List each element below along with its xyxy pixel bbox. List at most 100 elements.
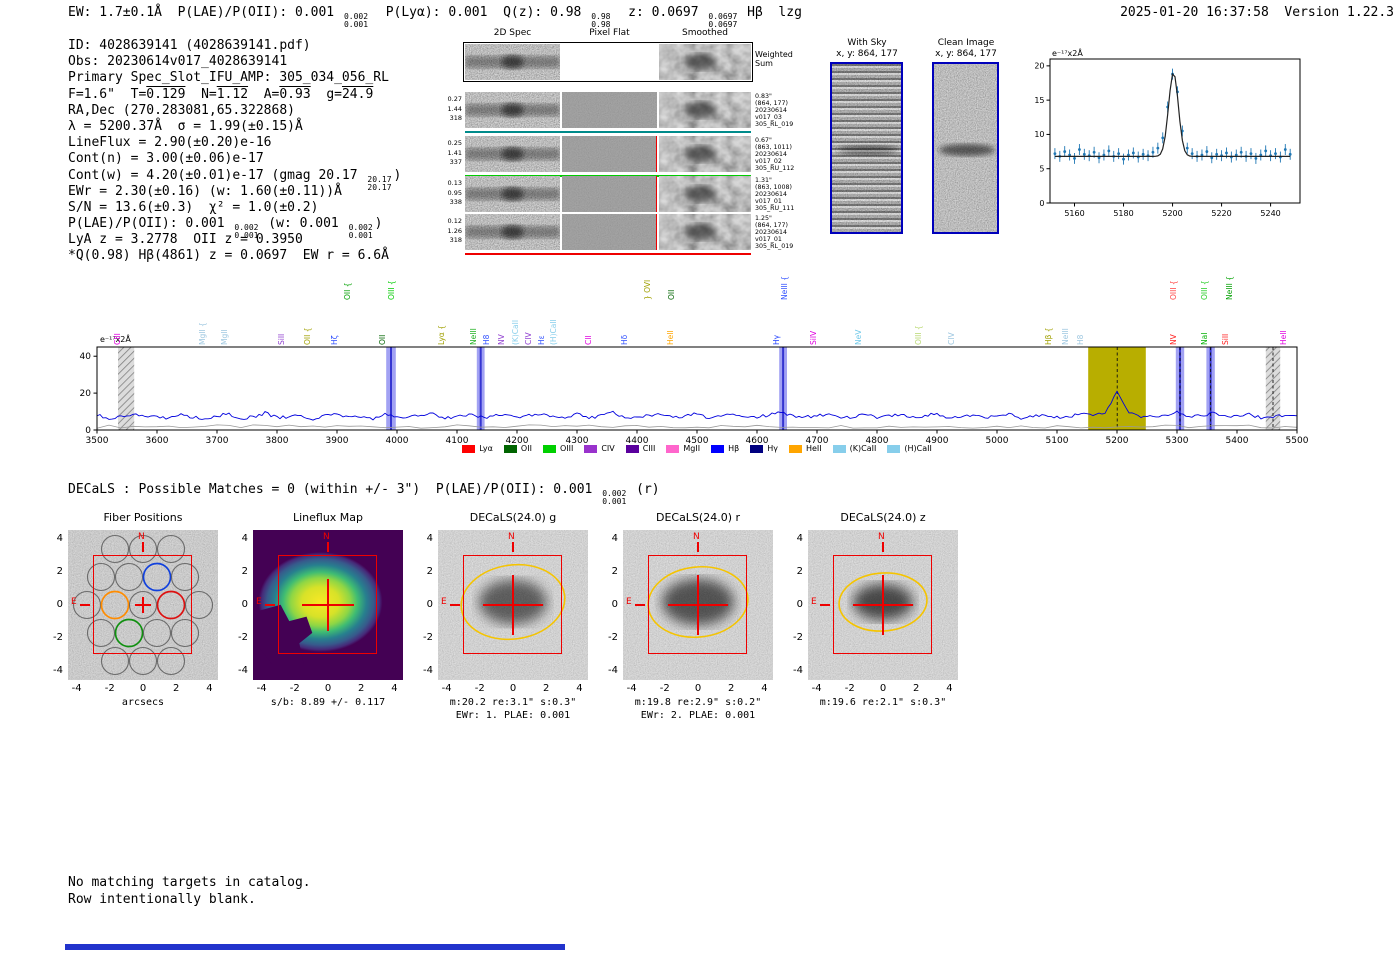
crosshair-horizontal <box>853 604 913 606</box>
tick-label: 40 <box>80 352 92 362</box>
tick-label: 4900 <box>926 436 949 446</box>
tick-label: 4400 <box>626 436 649 446</box>
tick-label: 5 <box>1039 165 1044 174</box>
y-tick-label: 2 <box>56 565 63 577</box>
fiber-annotations: 1.25" (864, 177) 20230614 v017_01 305_RL_019 <box>755 215 829 250</box>
east-label: E <box>626 597 632 607</box>
y-tick-label: 2 <box>426 565 433 577</box>
legend-item: Lyα <box>462 444 493 453</box>
fiber-annotation-line: 20230614 <box>755 151 788 158</box>
x-tick-label: -4 <box>626 683 637 694</box>
withsky-image <box>830 62 903 234</box>
qz-range: 0.98 0.98 <box>591 12 611 29</box>
fiber-circle <box>86 618 116 648</box>
fiber-circle <box>100 590 130 620</box>
tick-label: e⁻¹⁷x2Å <box>100 333 131 344</box>
data-point <box>1117 152 1121 156</box>
x-tick-label: -4 <box>71 683 82 694</box>
fiber-annotation-line: v017_01 <box>755 198 782 205</box>
fiber-weights: 0.13 0.95 338 <box>443 179 462 208</box>
error-spectrum-line <box>96 424 1298 429</box>
fiber-annotation-line: 0.67" <box>755 137 772 144</box>
east-label: E <box>441 597 447 607</box>
withsky-coords: x, y: 864, 177 <box>836 49 898 59</box>
plya-value: P(Lyα): 0.001 <box>370 5 504 20</box>
fiber-pixelflat-image <box>562 136 657 172</box>
fiber-2dspec-image <box>465 136 560 172</box>
legend-swatch <box>788 444 802 453</box>
tick-label: 4500 <box>686 436 709 446</box>
fiber-color-bar <box>465 252 751 255</box>
y-tick-label: 0 <box>611 599 618 610</box>
legend-item: Hβ <box>711 444 739 453</box>
info-ewr: EWr = 2.30(±0.16) (w: 1.60(±0.11))Å <box>68 183 342 199</box>
x-tick-label: 4 <box>391 683 398 694</box>
x-tick-label: 4 <box>576 683 583 694</box>
legend-swatch <box>711 444 725 453</box>
plae-poii-range: 0.002 0.001 <box>343 12 369 29</box>
data-point <box>1274 152 1277 156</box>
x-tick-label: 0 <box>324 683 332 694</box>
fiber-weight-value: 1.26 <box>447 226 462 235</box>
fiber-weight-value: 0.12 <box>447 217 462 225</box>
legend-label: HeII <box>805 444 822 453</box>
tick-label: 5220 <box>1211 209 1231 218</box>
withsky-title: With Sky <box>847 38 887 48</box>
hatched-exclusion-band <box>118 347 135 430</box>
info-obs: Obs: 20230614v017_4028639141 <box>68 54 288 70</box>
y-tick-label: 4 <box>241 532 248 544</box>
line-classification: Hβ lzg <box>739 5 802 20</box>
data-point <box>1107 149 1111 153</box>
tick-label: 4000 <box>386 436 409 446</box>
legend-swatch <box>542 444 556 453</box>
info-wavelength-sigma: λ = 5200.37Å σ = 1.99(±0.15)Å <box>68 118 303 134</box>
fiber-circle <box>142 618 172 648</box>
spec2d-rows: Weighted Sum 0.27 1.44 318 0.83" (864, 177) 202… <box>443 42 843 264</box>
data-point <box>1053 152 1057 156</box>
crosshair-horizontal <box>302 604 354 606</box>
data-point <box>1082 152 1086 156</box>
panel-title: DECaLS(24.0) r <box>655 511 741 524</box>
fiber-weights: 0.27 1.44 318 <box>443 95 462 124</box>
legend-item: MgII <box>666 444 700 453</box>
east-tick <box>80 604 90 606</box>
fiber-pixelflat-image <box>562 214 657 250</box>
data-point <box>1185 146 1189 150</box>
north-tick <box>327 542 329 552</box>
data-point <box>1131 151 1135 155</box>
legend-item: Hγ <box>750 444 778 453</box>
fiber-2dspec-image <box>465 214 560 250</box>
fiber-weights: 0.25 1.41 337 <box>443 139 462 168</box>
north-label: N <box>693 532 700 542</box>
legend-swatch <box>625 444 639 453</box>
x-tick-label: -4 <box>256 683 267 694</box>
north-tick <box>697 542 699 552</box>
y-tick-label: -2 <box>608 632 618 644</box>
aperture-ellipse <box>460 563 566 641</box>
panel-title: Lineflux Map <box>292 511 364 524</box>
extraction-aperture-box <box>833 555 932 654</box>
fiber-circle <box>170 562 200 592</box>
data-point <box>1254 157 1258 160</box>
legend-item: (K)CaII <box>832 444 876 453</box>
spec2d-weighted-smoothed <box>659 44 751 80</box>
fiber-annotation-line: 0.83" <box>755 93 772 100</box>
x-tick-label: -2 <box>659 683 670 694</box>
fiber-weight-value: 318 <box>449 114 462 122</box>
fiber-smoothed-image <box>659 136 751 172</box>
fiber-annotation-line: (864, 177) <box>755 100 788 107</box>
data-point <box>1249 152 1253 156</box>
fiber-annotations: 0.83" (864, 177) 20230614 v017_03 305_RL_019 <box>755 93 829 128</box>
col-header-smoothed: Smoothed <box>682 28 728 38</box>
fiber-smoothed-image <box>659 176 751 212</box>
fiber-circle <box>142 562 172 592</box>
fiber-weight-value: 1.41 <box>447 148 462 157</box>
fiber-annotation-line: 305_RL_019 <box>755 243 794 250</box>
ew-value: EW: 1.7±0.1Å <box>68 5 178 20</box>
info-sn-chi2: S/N = 13.6(±0.3) χ² = 1.0(±0.2) <box>68 199 319 215</box>
spec2d-row-weighted: Weighted Sum <box>443 42 843 82</box>
info-primary-slot: Primary Spec_Slot_IFU_AMP: 305_034_056_R… <box>68 70 389 86</box>
extraction-aperture-box <box>463 555 562 654</box>
